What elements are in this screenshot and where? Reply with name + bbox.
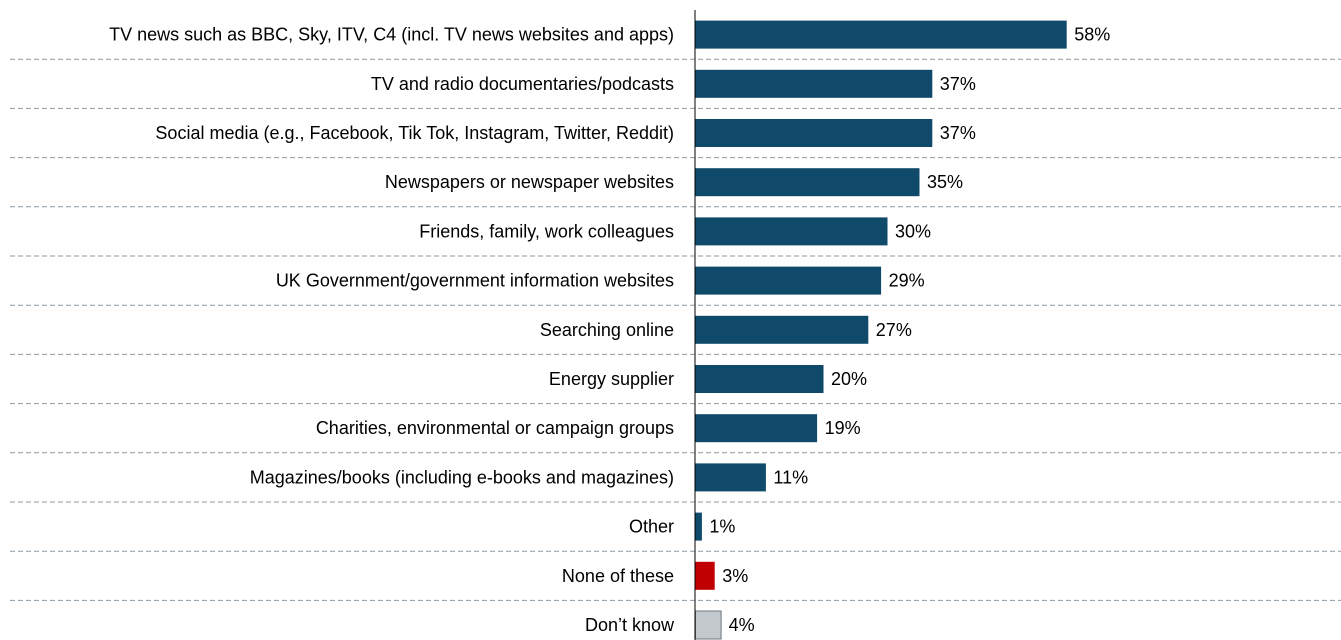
category-label: Newspapers or newspaper websites [385,172,674,192]
bar [695,315,869,344]
bar [695,561,715,590]
category-labels: TV news such as BBC, Sky, ITV, C4 (incl.… [109,25,675,635]
bar [695,365,824,393]
category-label: TV news such as BBC, Sky, ITV, C4 (incl.… [109,25,674,45]
value-label: 19% [825,418,861,438]
value-label: 29% [889,271,925,291]
bar [695,217,888,246]
bar [695,168,920,197]
category-label: Charities, environmental or campaign gro… [316,418,674,438]
value-label: 11% [773,467,808,487]
value-label: 27% [876,320,912,340]
value-label: 3% [722,566,748,586]
category-label: Magazines/books (including e-books and m… [250,467,674,487]
bar [695,463,766,492]
category-label: Searching online [540,320,674,340]
value-label: 30% [895,221,931,241]
gridlines [10,58,1341,601]
category-label: None of these [562,566,674,586]
value-label: 37% [940,74,976,94]
bar [695,119,933,147]
category-label: Don’t know [585,615,675,635]
bar [695,512,702,541]
value-label: 58% [1074,25,1110,45]
category-label: Friends, family, work colleagues [419,221,674,241]
bar [695,266,882,295]
value-label: 4% [729,615,755,635]
bars [695,20,1067,640]
category-label: Energy supplier [549,369,674,389]
category-label: Social media (e.g., Facebook, Tik Tok, I… [155,123,674,143]
bar [695,69,933,98]
bar [695,20,1067,49]
value-labels: 58% 37% 37% 35% 30% 29% 27% 20% 19% 11% 1% 3% 4% [709,25,1110,635]
value-label: 20% [831,369,867,389]
value-label: 37% [940,123,976,143]
category-label: Other [629,517,674,537]
bar [695,610,722,640]
category-label: TV and radio documentaries/podcasts [371,74,674,94]
category-label: UK Government/government information web… [276,271,674,291]
value-label: 1% [709,517,735,537]
bar [695,414,818,443]
value-label: 35% [927,172,963,192]
